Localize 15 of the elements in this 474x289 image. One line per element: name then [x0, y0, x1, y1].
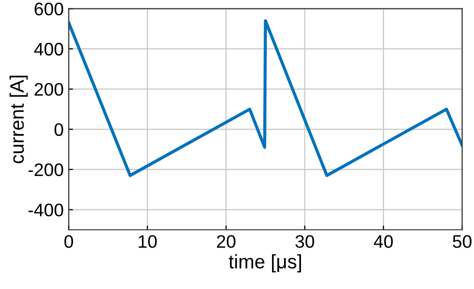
- y-tick-label: 600: [34, 2, 64, 16]
- y-tick-label: 200: [34, 83, 64, 96]
- y-tick-label: -200: [28, 163, 64, 176]
- x-tick-label: 50: [452, 235, 472, 248]
- x-tick-label: 30: [295, 235, 314, 248]
- y-tick-label: 400: [34, 42, 64, 56]
- line-series: [68, 19, 462, 178]
- y-tick-label: -400: [28, 204, 64, 216]
- x-tick-label: 10: [138, 235, 157, 248]
- y-axis-title: current [A]: [10, 76, 28, 164]
- x-tick-label: 20: [216, 235, 236, 248]
- x-tick-label: 40: [374, 235, 393, 248]
- x-axis-title: time [μs]: [228, 254, 301, 272]
- x-tick-label: 0: [64, 235, 74, 248]
- y-tick-label: 0: [54, 123, 64, 136]
